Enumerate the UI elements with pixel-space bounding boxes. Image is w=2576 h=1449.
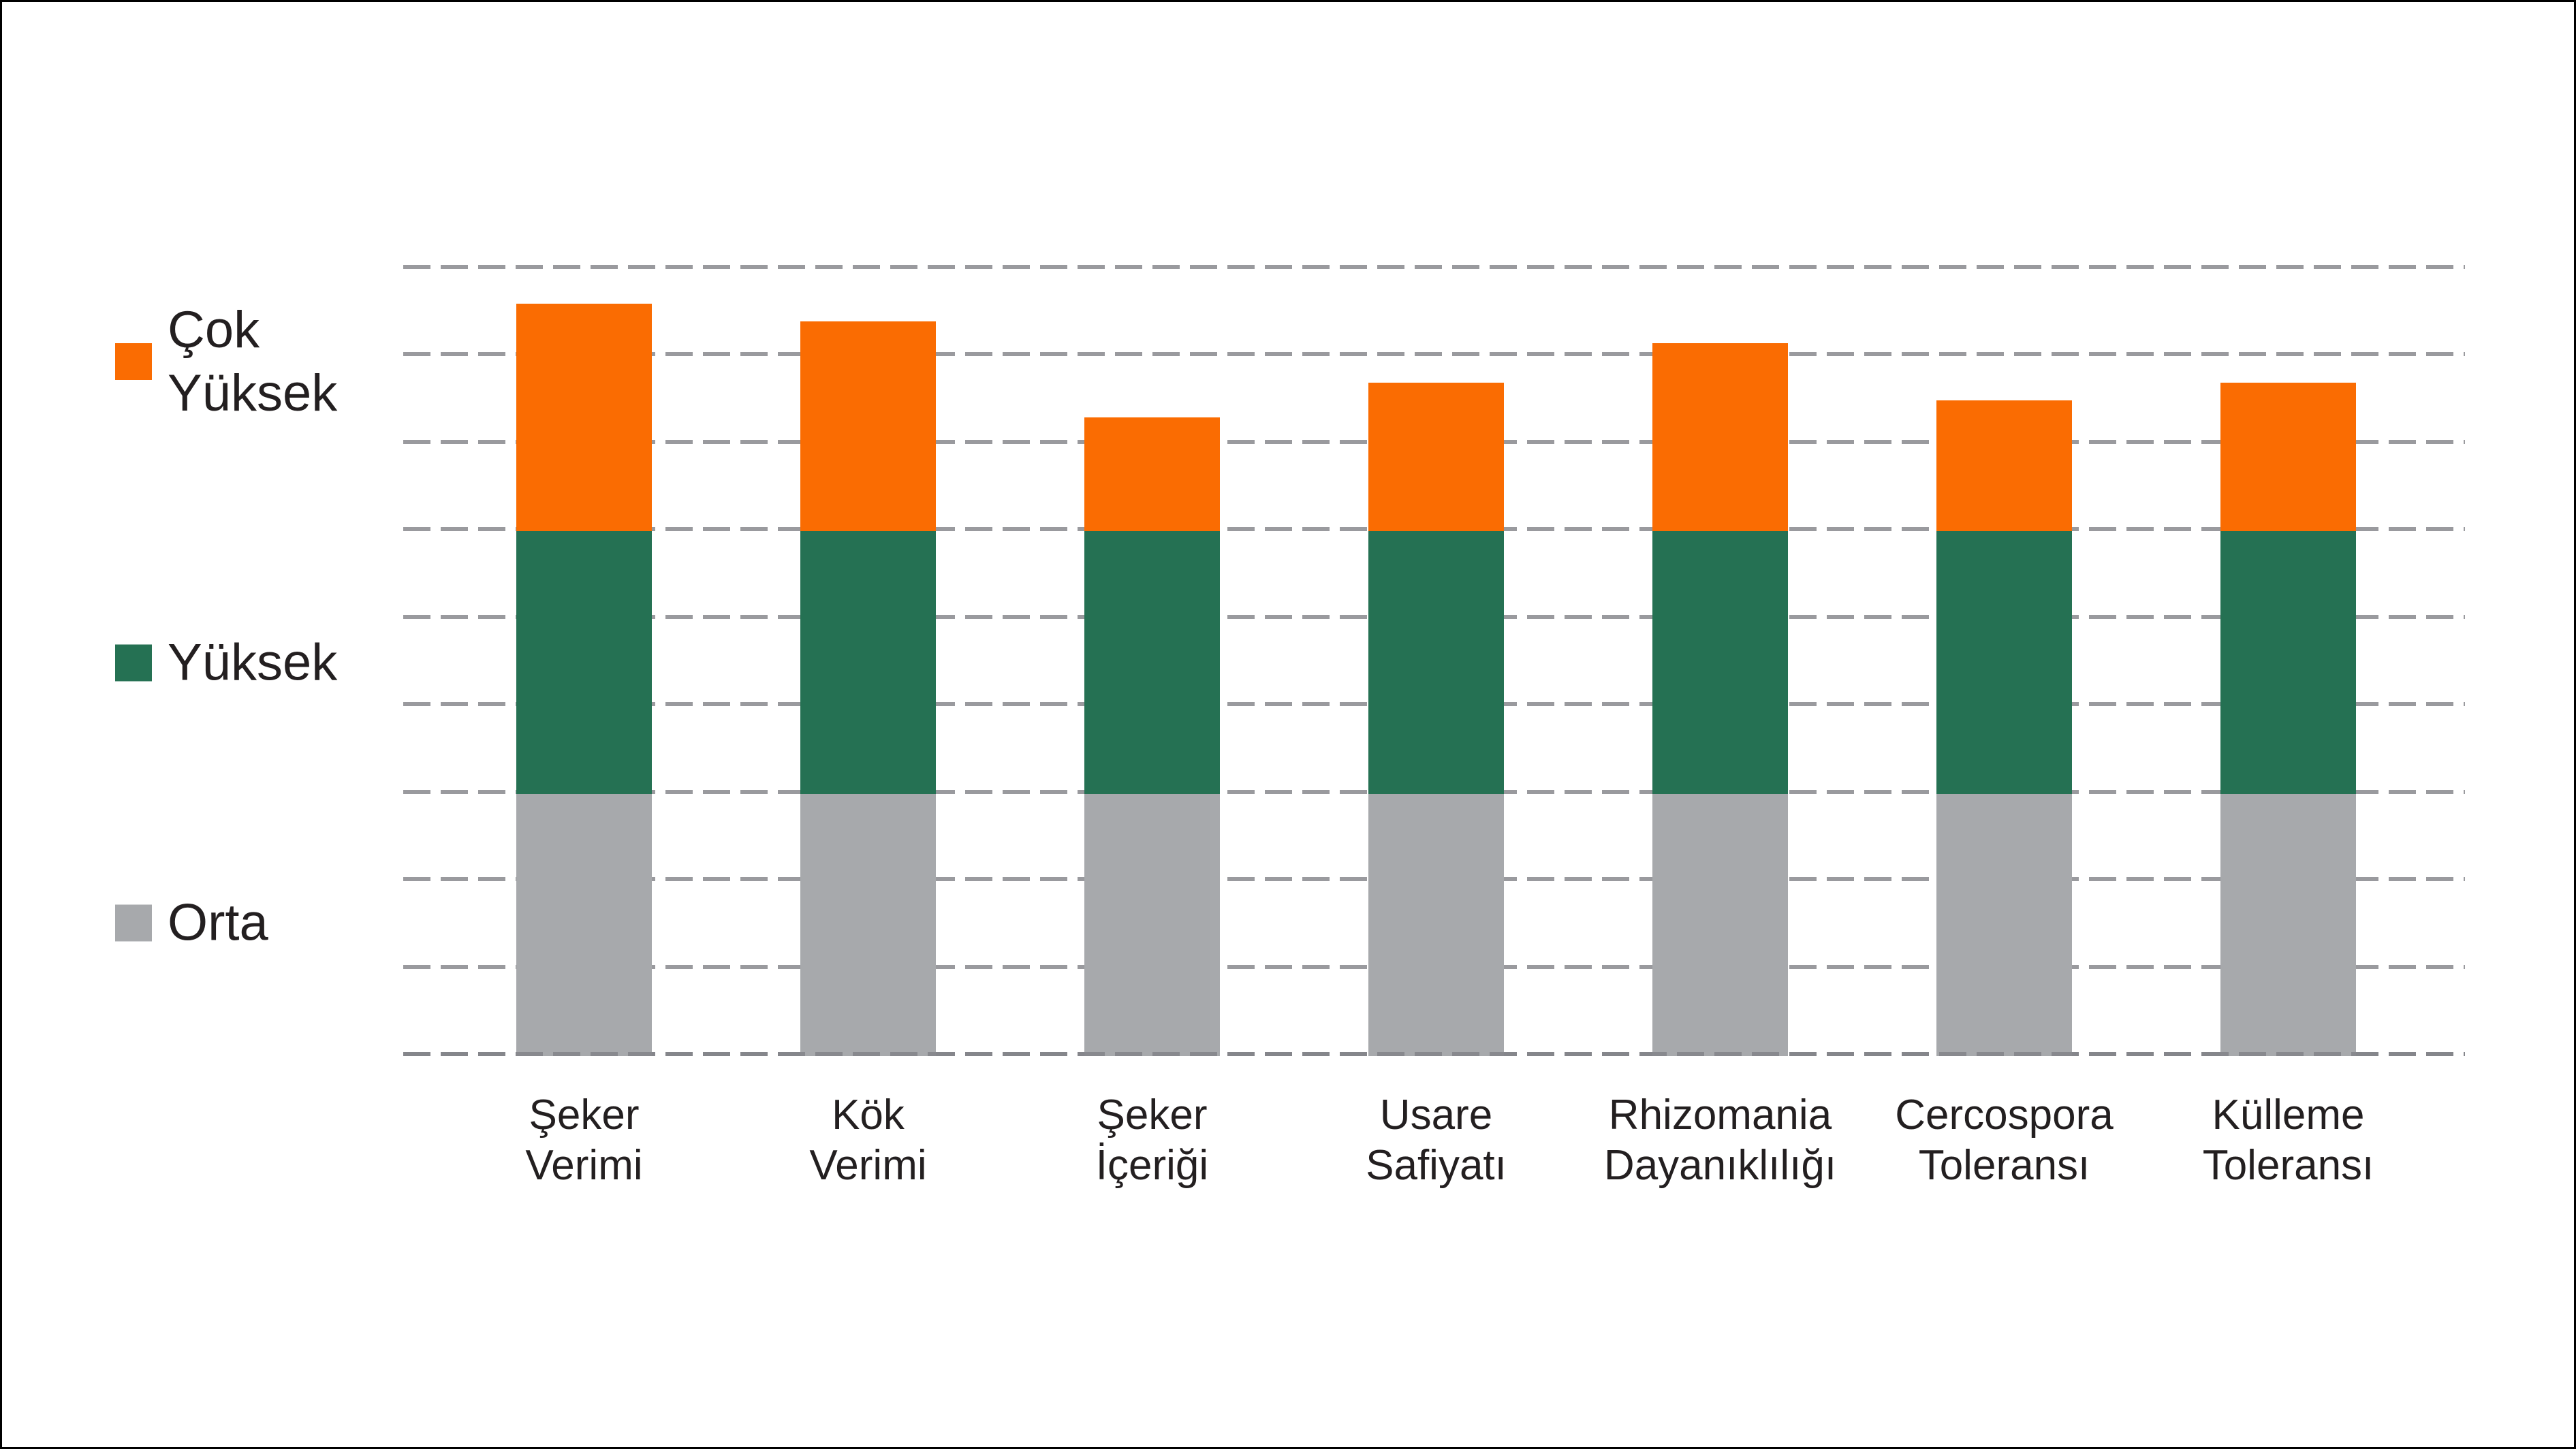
bar-segment-cok-yuksek [1936, 400, 2072, 532]
legend-swatch-orta-icon [115, 904, 152, 941]
bar-segment-orta [1368, 793, 1504, 1056]
bar-segment-orta [516, 793, 652, 1056]
bar-segment-orta [1084, 793, 1220, 1056]
category-label: Şeker Verimi [525, 1092, 643, 1189]
legend-label-cok-yuksek: Çok Yüksek [168, 301, 338, 422]
bar-segment-orta [800, 793, 936, 1056]
legend-label-yuksek: Yüksek [168, 633, 338, 692]
bar-segment-yuksek [1652, 531, 1788, 794]
bar-segment-cok-yuksek [800, 321, 936, 532]
baseline-gridline [403, 1052, 2465, 1056]
bar-segment-cok-yuksek [1084, 417, 1220, 532]
bar-segment-yuksek [516, 531, 652, 794]
category-label: Kök Verimi [809, 1092, 927, 1189]
legend-entry-cok-yuksek: Çok Yüksek [115, 298, 362, 425]
bar-segment-yuksek [1936, 531, 2072, 794]
bar-segment-yuksek [1368, 531, 1504, 794]
bar-segment-orta [1652, 793, 1788, 1056]
legend-entry-orta: Orta [115, 891, 362, 955]
legend-swatch-yuksek-icon [115, 644, 152, 681]
bar-segment-yuksek [1084, 531, 1220, 794]
bar-segment-yuksek [800, 531, 936, 794]
bar-segment-cok-yuksek [1652, 343, 1788, 532]
category-label: Şeker İçeriği [1095, 1092, 1209, 1189]
gridline [403, 352, 2465, 357]
bar-segment-orta [2220, 793, 2356, 1056]
category-label: Külleme Toleransı [2202, 1092, 2374, 1189]
legend-label-orta: Orta [168, 893, 268, 952]
category-label: Cercospora Toleransı [1895, 1092, 2114, 1189]
bar-segment-orta [1936, 793, 2072, 1056]
legend-entry-yuksek: Yüksek [115, 631, 362, 695]
bar-segment-cok-yuksek [516, 304, 652, 532]
bar-segment-cok-yuksek [2220, 383, 2356, 532]
gridline [403, 265, 2465, 269]
legend-swatch-cok-yuksek-icon [115, 343, 152, 380]
bar-segment-cok-yuksek [1368, 383, 1504, 532]
bar-segment-yuksek [2220, 531, 2356, 794]
category-label: Rhizomania Dayanıklılığı [1603, 1092, 1837, 1189]
category-label: Usare Safiyatı [1366, 1092, 1507, 1189]
